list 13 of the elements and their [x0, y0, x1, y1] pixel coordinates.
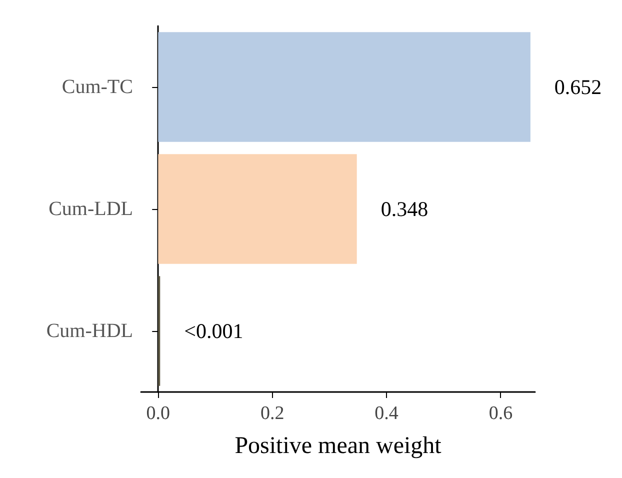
bar [158, 154, 357, 264]
x-tick-label: 0.0 [146, 403, 170, 424]
bar [158, 32, 530, 142]
y-tick-label: Cum-LDL [48, 198, 133, 220]
y-tick-label: Cum-HDL [46, 320, 133, 342]
data-label: 0.348 [380, 197, 428, 221]
x-tick-label: 0.4 [374, 403, 399, 424]
y-tick-label: Cum-TC [62, 76, 133, 98]
x-tick-label: 0.6 [488, 403, 513, 424]
data-label: <0.001 [184, 319, 244, 343]
data-label: 0.652 [554, 75, 602, 99]
x-tick-label: 0.2 [260, 403, 284, 424]
x-axis-title: Positive mean weight [234, 433, 442, 459]
